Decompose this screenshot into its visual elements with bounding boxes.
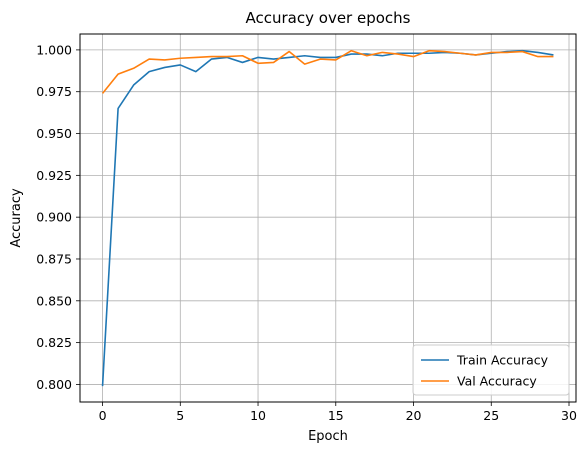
x-tick-label: 15 (328, 408, 344, 423)
y-tick-label: 0.850 (36, 293, 72, 308)
y-tick-label: 0.975 (36, 84, 72, 99)
x-axis-ticks: 0 5 10 15 20 25 30 (99, 402, 577, 423)
x-tick-label: 10 (250, 408, 266, 423)
y-axis-ticks: 0.800 0.825 0.850 0.875 0.900 0.925 0.950 0.975… (36, 42, 80, 392)
legend-label: Train Accuracy (456, 353, 549, 368)
grid (80, 34, 576, 402)
y-tick-label: 0.950 (36, 126, 72, 141)
legend-box (412, 344, 570, 396)
y-tick-label: 0.900 (36, 210, 72, 225)
legend-label: Val Accuracy (457, 374, 537, 389)
x-tick-label: 20 (406, 408, 422, 423)
x-tick-label: 30 (561, 408, 577, 423)
legend: Train Accuracy Val Accuracy (412, 344, 570, 396)
x-axis-label: Epoch (308, 429, 348, 444)
x-tick-label: 5 (176, 408, 184, 423)
series-lines (101, 49, 554, 387)
y-tick-label: 0.825 (36, 335, 72, 350)
y-tick-label: 0.875 (36, 251, 72, 266)
plot-frame (79, 33, 577, 403)
x-tick-label: 0 (99, 408, 107, 423)
chart-title: Accuracy over epochs (246, 9, 411, 27)
x-tick-label: 25 (483, 408, 499, 423)
y-tick-label: 0.800 (36, 377, 72, 392)
y-axis-label: Accuracy (9, 188, 24, 248)
y-tick-label: 1.000 (36, 42, 72, 57)
y-tick-label: 0.925 (36, 168, 72, 183)
series-line-val-accuracy (101, 49, 554, 94)
